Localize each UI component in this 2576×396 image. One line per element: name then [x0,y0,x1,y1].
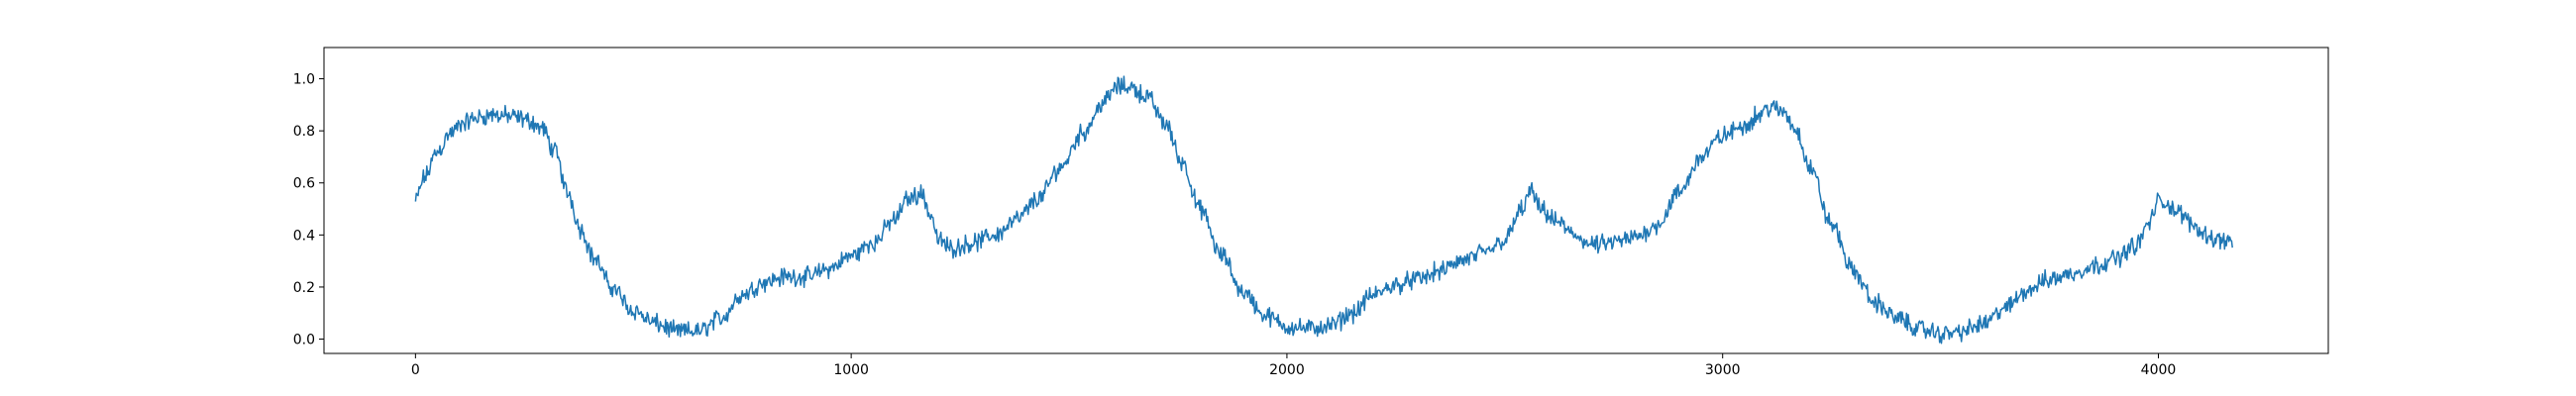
y-tick-label: 0.6 [293,176,315,192]
y-axis: 0.0 0.2 0.4 0.6 0.8 1.0 [293,72,324,348]
x-tick-label: 3000 [1705,362,1741,378]
y-tick-label: 0.2 [293,280,315,296]
x-tick-label: 2000 [1269,362,1305,378]
plot-area-frame [323,47,2329,354]
series-line [414,75,2233,345]
y-tick-label: 1.0 [293,72,315,88]
x-axis: 0 1000 2000 3000 4000 [411,353,2176,378]
x-tick-label: 4000 [2141,362,2177,378]
y-tick-label: 0.8 [293,124,315,140]
y-tick-label: 0.4 [293,228,315,244]
y-tick-label: 0.0 [293,333,315,348]
x-tick-label: 1000 [833,362,869,378]
x-tick-label: 0 [411,362,420,378]
series-layer [414,75,2233,345]
